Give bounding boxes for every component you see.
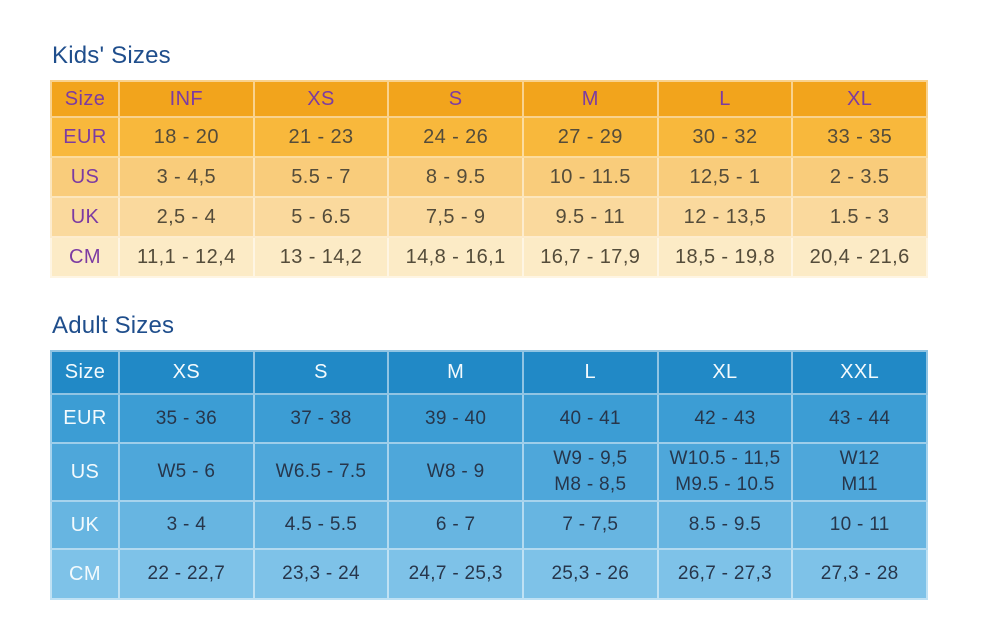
size-range-cell: 43 - 44 bbox=[793, 395, 928, 444]
kids-row-label-us: US bbox=[50, 158, 120, 198]
adult-col-header-xs: XS bbox=[120, 350, 255, 395]
size-range-cell: 5 - 6.5 bbox=[254, 198, 390, 238]
size-range-cell: 37 - 38 bbox=[254, 395, 390, 444]
size-range-cell: 22 - 22,7 bbox=[120, 550, 255, 600]
adult-col-header-xl: XL bbox=[658, 350, 794, 395]
size-range-cell: 8 - 9.5 bbox=[389, 158, 524, 198]
adult-row-label-us: US bbox=[50, 444, 120, 502]
size-range-cell: W12 M11 bbox=[793, 444, 928, 502]
size-range-cell: 2 - 3.5 bbox=[793, 158, 928, 198]
size-range-cell: 30 - 32 bbox=[658, 118, 794, 158]
size-range-cell: 5.5 - 7 bbox=[254, 158, 390, 198]
adult-col-header-s: S bbox=[254, 350, 390, 395]
kids-row-label-cm: CM bbox=[50, 238, 120, 278]
adult-col-header-xxl: XXL bbox=[793, 350, 928, 395]
size-range-cell: 27 - 29 bbox=[523, 118, 659, 158]
size-range-cell: W6.5 - 7.5 bbox=[254, 444, 390, 502]
kids-col-header-m: M bbox=[523, 80, 659, 118]
adult-col-header-l: L bbox=[523, 350, 659, 395]
adult-corner-header: Size bbox=[50, 350, 120, 395]
size-range-cell: 26,7 - 27,3 bbox=[658, 550, 794, 600]
size-range-cell: 3 - 4,5 bbox=[120, 158, 255, 198]
adult-row-us: US W5 - 6 W6.5 - 7.5 W8 - 9 W9 - 9,5 M8 … bbox=[50, 444, 928, 502]
size-range-cell: 2,5 - 4 bbox=[120, 198, 255, 238]
size-range-cell: 24,7 - 25,3 bbox=[389, 550, 524, 600]
size-range-cell: 6 - 7 bbox=[389, 502, 524, 550]
size-range-cell: 35 - 36 bbox=[120, 395, 255, 444]
adult-row-eur: EUR 35 - 36 37 - 38 39 - 40 40 - 41 42 -… bbox=[50, 395, 928, 444]
size-range-cell: 7 - 7,5 bbox=[523, 502, 659, 550]
adult-col-header-m: M bbox=[389, 350, 524, 395]
size-range-cell: 7,5 - 9 bbox=[389, 198, 524, 238]
size-range-cell: 24 - 26 bbox=[389, 118, 524, 158]
kids-row-cm: CM 11,1 - 12,4 13 - 14,2 14,8 - 16,1 16,… bbox=[50, 238, 928, 278]
size-range-cell: 13 - 14,2 bbox=[254, 238, 390, 278]
adult-row-label-uk: UK bbox=[50, 502, 120, 550]
kids-col-header-l: L bbox=[658, 80, 794, 118]
kids-row-label-eur: EUR bbox=[50, 118, 120, 158]
kids-header-row: Size INF XS S M L XL bbox=[50, 80, 928, 118]
size-range-cell: W10.5 - 11,5 M9.5 - 10.5 bbox=[658, 444, 794, 502]
kids-row-label-uk: UK bbox=[50, 198, 120, 238]
size-range-cell: 10 - 11 bbox=[793, 502, 928, 550]
size-range-cell: 8.5 - 9.5 bbox=[658, 502, 794, 550]
size-range-cell: 12 - 13,5 bbox=[658, 198, 794, 238]
size-range-cell: 12,5 - 1 bbox=[658, 158, 794, 198]
size-range-cell: 11,1 - 12,4 bbox=[120, 238, 255, 278]
size-range-cell: 16,7 - 17,9 bbox=[523, 238, 659, 278]
kids-col-header-xl: XL bbox=[793, 80, 928, 118]
size-range-cell: 25,3 - 26 bbox=[523, 550, 659, 600]
size-range-cell: W9 - 9,5 M8 - 8,5 bbox=[523, 444, 659, 502]
adult-row-label-eur: EUR bbox=[50, 395, 120, 444]
size-range-cell: 1.5 - 3 bbox=[793, 198, 928, 238]
size-range-cell: 27,3 - 28 bbox=[793, 550, 928, 600]
adult-row-label-cm: CM bbox=[50, 550, 120, 600]
kids-corner-header: Size bbox=[50, 80, 120, 118]
size-range-cell: 23,3 - 24 bbox=[254, 550, 390, 600]
size-range-cell: 10 - 11.5 bbox=[523, 158, 659, 198]
size-range-cell: 40 - 41 bbox=[523, 395, 659, 444]
size-range-cell: 42 - 43 bbox=[658, 395, 794, 444]
kids-row-us: US 3 - 4,5 5.5 - 7 8 - 9.5 10 - 11.5 12,… bbox=[50, 158, 928, 198]
size-range-cell: 14,8 - 16,1 bbox=[389, 238, 524, 278]
kids-sizes-title: Kids' Sizes bbox=[52, 42, 171, 69]
adult-header-row: Size XS S M L XL XXL bbox=[50, 350, 928, 395]
adult-sizes-table: Size XS S M L XL XXL EUR 35 - 36 37 - 38… bbox=[50, 350, 928, 600]
kids-col-header-xs: XS bbox=[254, 80, 390, 118]
kids-col-header-inf: INF bbox=[120, 80, 255, 118]
kids-col-header-s: S bbox=[389, 80, 524, 118]
size-range-cell: 39 - 40 bbox=[389, 395, 524, 444]
size-range-cell: W5 - 6 bbox=[120, 444, 255, 502]
kids-sizes-table: Size INF XS S M L XL EUR 18 - 20 21 - 23… bbox=[50, 80, 928, 278]
size-range-cell: 3 - 4 bbox=[120, 502, 255, 550]
kids-sizes-section: Kids' Sizes Size INF XS S M L XL EUR 18 … bbox=[50, 42, 928, 278]
adult-row-cm: CM 22 - 22,7 23,3 - 24 24,7 - 25,3 25,3 … bbox=[50, 550, 928, 600]
size-range-cell: 20,4 - 21,6 bbox=[793, 238, 928, 278]
size-range-cell: 21 - 23 bbox=[254, 118, 390, 158]
size-range-cell: 4.5 - 5.5 bbox=[254, 502, 390, 550]
size-range-cell: 9.5 - 11 bbox=[523, 198, 659, 238]
kids-row-uk: UK 2,5 - 4 5 - 6.5 7,5 - 9 9.5 - 11 12 -… bbox=[50, 198, 928, 238]
size-range-cell: W8 - 9 bbox=[389, 444, 524, 502]
adult-sizes-title: Adult Sizes bbox=[52, 312, 175, 339]
size-range-cell: 18 - 20 bbox=[120, 118, 255, 158]
size-range-cell: 18,5 - 19,8 bbox=[658, 238, 794, 278]
adult-row-uk: UK 3 - 4 4.5 - 5.5 6 - 7 7 - 7,5 8.5 - 9… bbox=[50, 502, 928, 550]
size-range-cell: 33 - 35 bbox=[793, 118, 928, 158]
kids-row-eur: EUR 18 - 20 21 - 23 24 - 26 27 - 29 30 -… bbox=[50, 118, 928, 158]
adult-sizes-section: Adult Sizes Size XS S M L XL XXL EUR 35 … bbox=[50, 312, 928, 600]
